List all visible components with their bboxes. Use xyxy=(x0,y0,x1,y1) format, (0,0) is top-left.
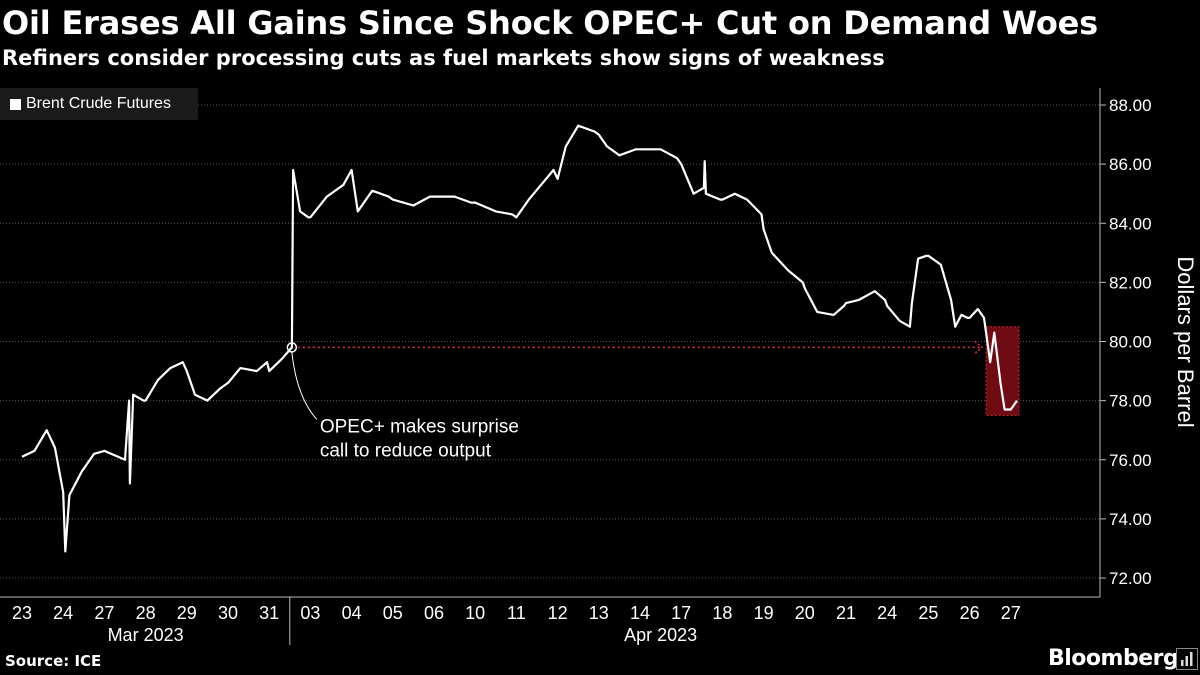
x-tick-label: 27 xyxy=(1001,603,1021,623)
x-tick-label: 26 xyxy=(960,603,980,623)
x-tick-label: 30 xyxy=(218,603,238,623)
x-group-label: Apr 2023 xyxy=(624,625,697,645)
x-tick-label: 19 xyxy=(754,603,774,623)
y-tick-label: 84.00 xyxy=(1109,214,1152,233)
x-tick-label: 12 xyxy=(548,603,568,623)
x-tick-label: 21 xyxy=(836,603,856,623)
x-tick-label: 03 xyxy=(300,603,320,623)
legend[interactable]: Brent Crude Futures xyxy=(0,88,198,120)
x-tick-label: 11 xyxy=(507,603,526,623)
x-tick-label: 05 xyxy=(383,603,403,623)
x-tick-label: 28 xyxy=(136,603,156,623)
x-tick-label: 18 xyxy=(712,603,732,623)
terminal-icon[interactable] xyxy=(1176,648,1198,670)
x-tick-label: 23 xyxy=(12,603,32,623)
bloomberg-logo[interactable]: Bloomberg xyxy=(1048,646,1179,671)
gridlines xyxy=(0,104,1100,579)
y-tick-label: 76.00 xyxy=(1109,451,1152,470)
axis-labels: 88.00 86.00 84.00 82.00 80.00 78.00 76.00 74.00… xyxy=(12,96,1198,645)
x-tick-label: 10 xyxy=(465,603,485,623)
x-group-label: Mar 2023 xyxy=(108,625,184,645)
chart-title: Oil Erases All Gains Since Shock OPEC+ C… xyxy=(2,4,1098,42)
x-tick-label: 29 xyxy=(177,603,197,623)
y-axis-title: Dollars per Barrel xyxy=(1173,256,1198,427)
legend-label: Brent Crude Futures xyxy=(26,95,171,112)
series-layer xyxy=(21,124,1018,553)
y-tick-label: 88.00 xyxy=(1109,96,1152,115)
annotation-leader xyxy=(291,352,318,420)
x-tick-label: 24 xyxy=(877,603,897,623)
y-tick-label: 82.00 xyxy=(1109,273,1152,292)
legend-swatch xyxy=(10,98,21,110)
y-tick-label: 86.00 xyxy=(1109,155,1152,174)
x-tick-label: 27 xyxy=(94,603,114,623)
annotations: OPEC+ makes surprise call to reduce outpu… xyxy=(286,326,1020,461)
y-tick-label: 80.00 xyxy=(1109,333,1152,352)
y-tick-label: 74.00 xyxy=(1109,510,1152,529)
x-tick-label: 20 xyxy=(795,603,815,623)
y-tick-label: 72.00 xyxy=(1109,569,1152,588)
source-note: Source: ICE xyxy=(5,652,102,670)
x-tick-label: 24 xyxy=(53,603,73,623)
x-tick-label: 25 xyxy=(918,603,938,623)
x-tick-label: 31 xyxy=(259,603,279,623)
axes xyxy=(0,88,1106,645)
terminal-icon-glyph xyxy=(1181,652,1193,666)
x-tick-label: 06 xyxy=(424,603,444,623)
x-tick-label: 14 xyxy=(630,603,650,623)
x-tick-label: 13 xyxy=(589,603,609,623)
dotted-arrow-head xyxy=(974,340,984,354)
annotation-text: call to reduce output xyxy=(320,440,492,461)
x-tick-label: 17 xyxy=(671,603,691,623)
annotation-text: OPEC+ makes surprise xyxy=(320,416,519,437)
y-tick-label: 78.00 xyxy=(1109,392,1152,411)
series-line-brent xyxy=(21,124,1018,553)
chart-subtitle: Refiners consider processing cuts as fue… xyxy=(2,46,885,70)
x-tick-label: 04 xyxy=(342,603,362,623)
